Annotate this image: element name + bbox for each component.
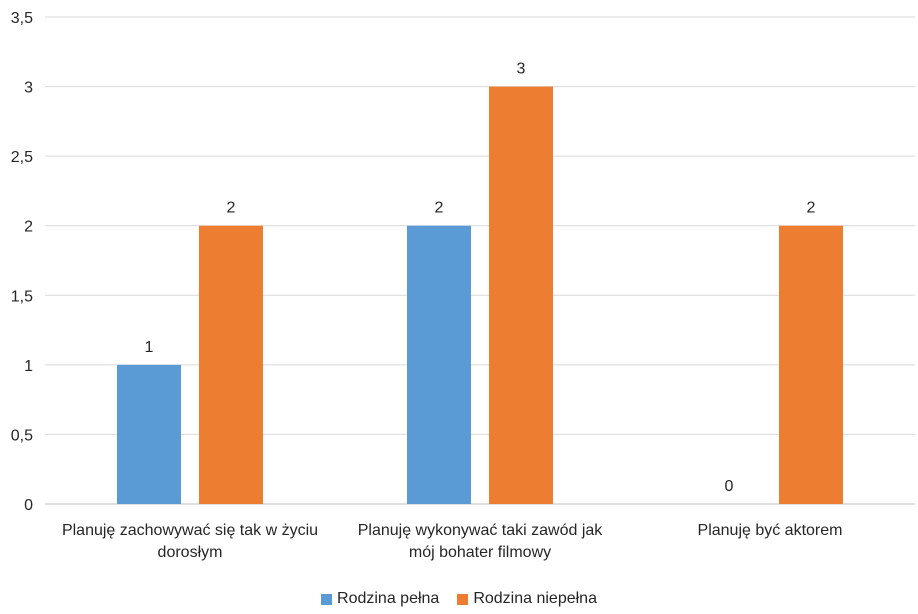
bar bbox=[779, 225, 843, 504]
legend-item-rodzina-pelna: Rodzina pełna bbox=[321, 590, 439, 608]
y-tick-label: 2,5 bbox=[11, 149, 33, 166]
x-tick-label: Planuję wykonywać taki zawód jak bbox=[358, 522, 604, 539]
legend-swatch-rodzina-pelna bbox=[321, 593, 333, 605]
bar bbox=[199, 225, 263, 504]
y-tick-label: 0,5 bbox=[11, 427, 33, 444]
data-label: 2 bbox=[227, 200, 236, 217]
data-label: 0 bbox=[725, 478, 734, 495]
y-tick-label: 3 bbox=[24, 80, 33, 97]
y-tick-label: 1,5 bbox=[11, 288, 33, 305]
y-tick-label: 2 bbox=[24, 219, 33, 236]
legend-label-rodzina-pelna: Rodzina pełna bbox=[337, 590, 440, 607]
bar bbox=[407, 225, 471, 504]
x-tick-label: dorosłym bbox=[158, 544, 223, 561]
x-tick-label: Planuję zachowywać się tak w życiu bbox=[62, 522, 318, 539]
x-tick-label: Planuję być aktorem bbox=[698, 522, 843, 539]
bar bbox=[117, 364, 181, 504]
legend-item-rodzina-niepelna: Rodzina niepełna bbox=[457, 590, 597, 608]
legend-swatch-rodzina-niepelna bbox=[457, 593, 469, 605]
bar bbox=[489, 86, 553, 505]
x-tick-label: mój bohater filmowy bbox=[409, 544, 551, 561]
y-tick-label: 0 bbox=[24, 497, 33, 514]
bar-chart: 0 0,5 1 1,5 2 2,5 3 3,5 1 2 Planuję zachowywać się… bbox=[11, 10, 915, 561]
y-tick-label: 1 bbox=[24, 358, 33, 375]
data-label: 2 bbox=[435, 200, 444, 217]
legend: Rodzina pełna Rodzina niepełna bbox=[0, 590, 918, 608]
legend-label-rodzina-niepelna: Rodzina niepełna bbox=[473, 590, 597, 607]
data-label: 3 bbox=[517, 61, 526, 78]
data-label: 1 bbox=[145, 339, 154, 356]
data-label: 2 bbox=[807, 200, 816, 217]
y-tick-label: 3,5 bbox=[11, 10, 33, 27]
